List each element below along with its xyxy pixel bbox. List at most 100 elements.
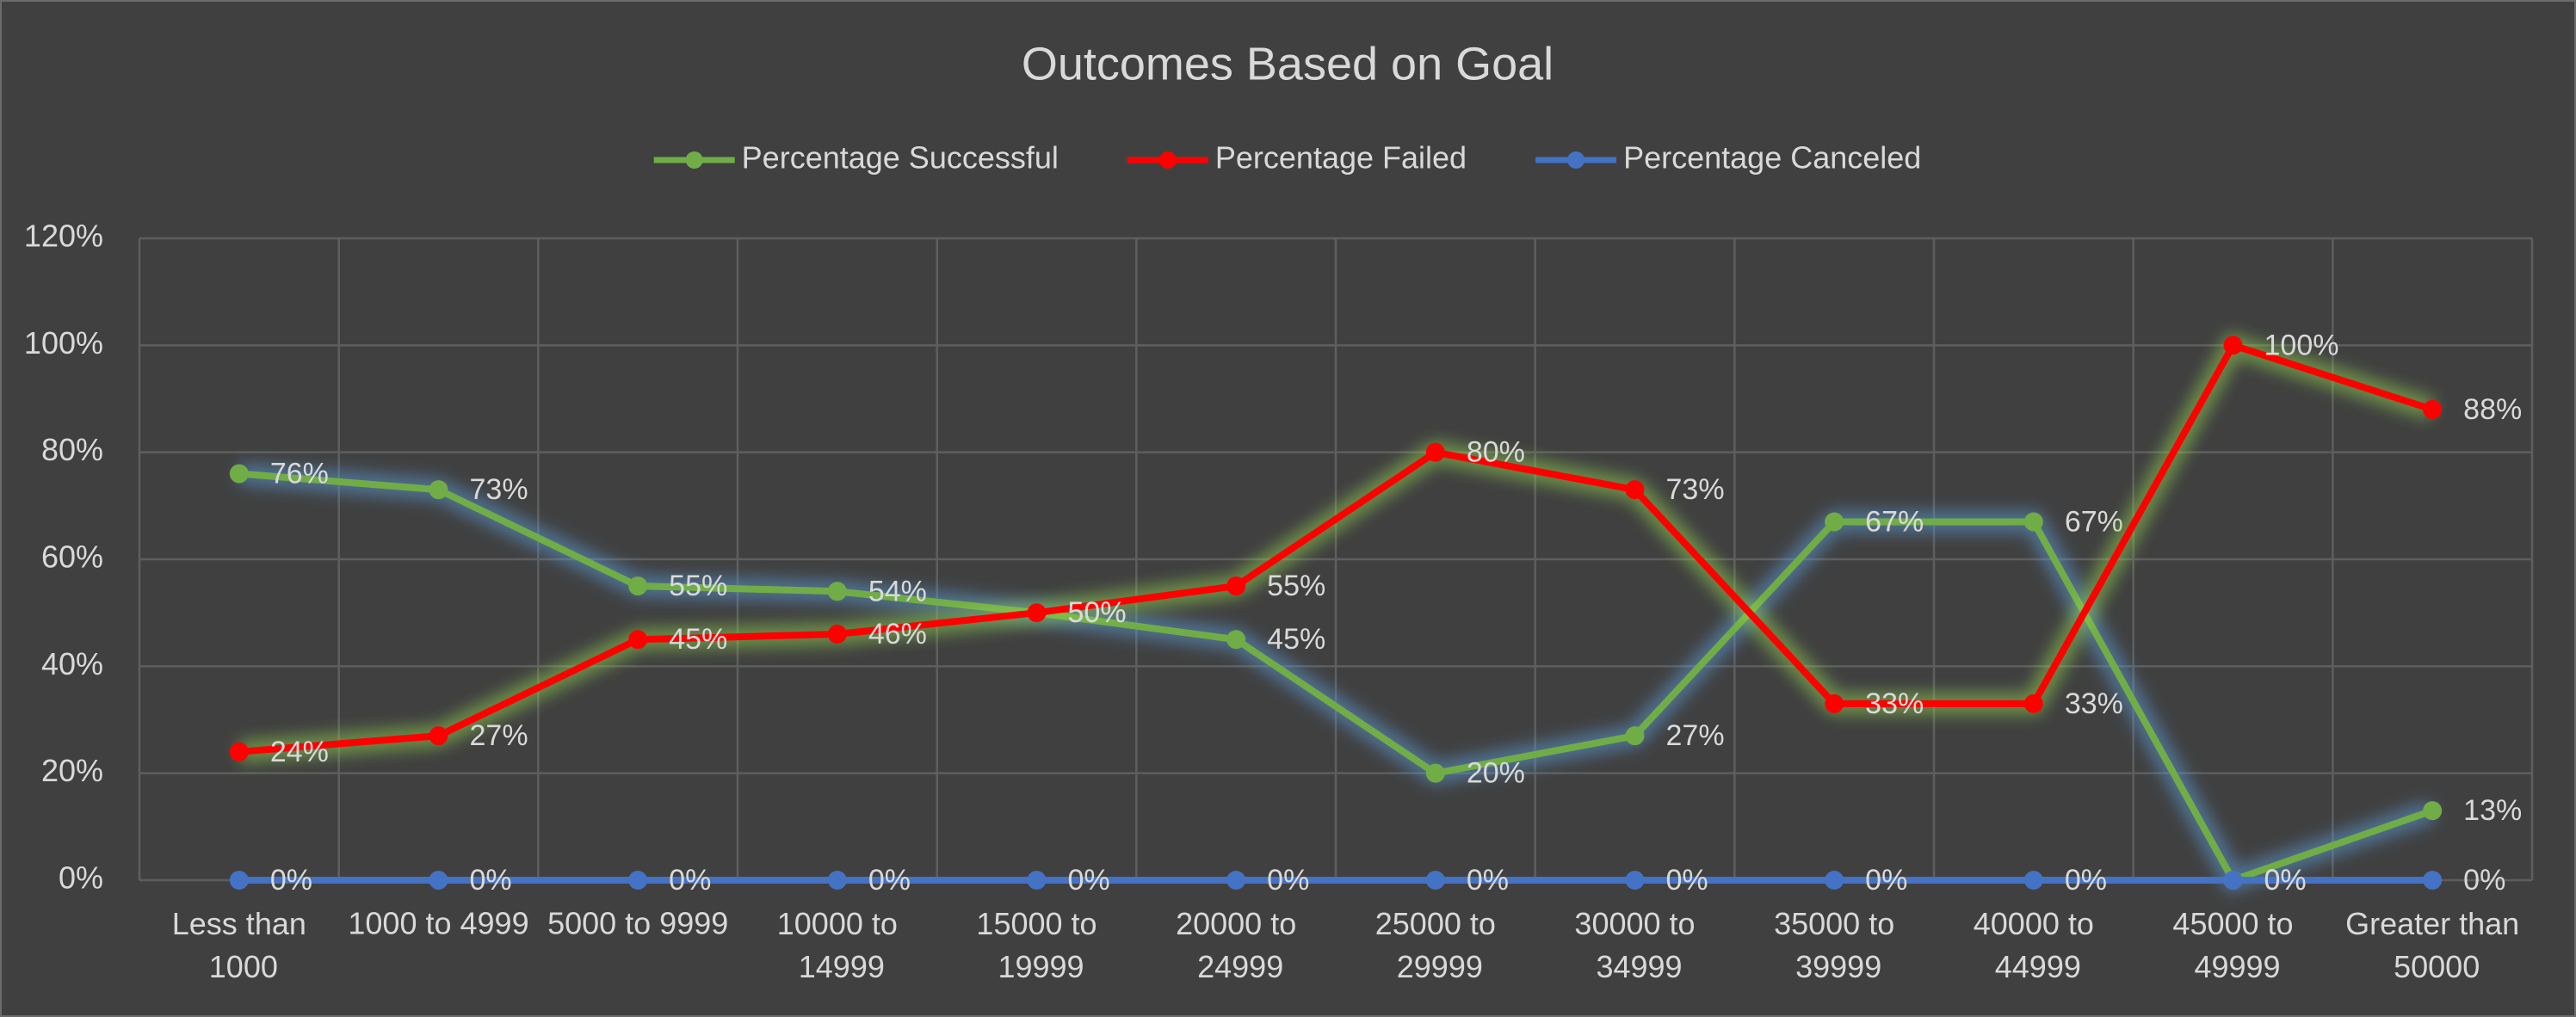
data-label: 76%	[270, 458, 329, 490]
data-point	[429, 726, 448, 746]
data-label: 55%	[669, 570, 727, 602]
legend-label: Percentage Failed	[1215, 140, 1467, 176]
data-label: 67%	[1865, 505, 1924, 538]
data-label: 46%	[868, 618, 927, 650]
legend-marker	[685, 151, 703, 169]
data-label: 27%	[1666, 719, 1725, 752]
y-tick-label: 80%	[41, 432, 103, 467]
data-point	[1226, 576, 1246, 596]
legend-marker	[1567, 151, 1585, 169]
data-label: 73%	[470, 473, 528, 506]
data-point	[2023, 512, 2043, 532]
data-label: 88%	[2463, 393, 2522, 426]
legend-item: Percentage Failed	[1127, 140, 1467, 176]
x-tick-label: 5000 to 9999	[547, 906, 728, 941]
data-point	[827, 582, 847, 601]
y-tick-label: 120%	[24, 219, 103, 254]
data-point	[1625, 871, 1645, 890]
y-tick-label: 100%	[24, 325, 103, 361]
data-label: 33%	[1865, 687, 1924, 720]
x-tick-label: 30000 to 34999	[1574, 906, 1695, 984]
x-tick-label: 20000 to 24999	[1176, 906, 1296, 984]
data-point	[229, 464, 249, 484]
data-label: 20%	[1467, 757, 1525, 790]
data-point	[628, 871, 648, 890]
data-point	[1825, 871, 1844, 890]
x-tick-label: 45000 to 49999	[2172, 906, 2293, 984]
data-label: 45%	[669, 623, 727, 656]
data-point	[429, 480, 448, 500]
y-tick-label: 40%	[41, 646, 103, 681]
data-point	[1625, 726, 1645, 746]
data-label: 0%	[1865, 864, 1907, 897]
series-line	[238, 470, 2434, 884]
data-label: 0%	[470, 864, 512, 897]
x-tick-label: 15000 to 19999	[976, 906, 1096, 984]
legend-marker	[1158, 151, 1177, 169]
x-tick-label: 35000 to 39999	[1774, 906, 1894, 984]
data-label: 0%	[1467, 864, 1509, 897]
chart-title: Outcomes Based on Goal	[1022, 38, 1554, 89]
data-point	[1027, 603, 1047, 623]
data-point	[2423, 399, 2443, 419]
data-label: 0%	[2463, 864, 2505, 897]
x-tick-label: Less than 1000	[172, 906, 306, 984]
data-point	[1425, 871, 1445, 890]
data-label: 33%	[2065, 687, 2123, 720]
x-tick-label: 10000 to 14999	[777, 906, 898, 984]
data-point	[1825, 512, 1844, 532]
data-point	[2423, 801, 2443, 821]
data-point	[1027, 871, 1047, 890]
data-label: 0%	[1068, 864, 1110, 897]
data-point	[1825, 693, 1844, 713]
y-tick-label: 0%	[59, 860, 103, 896]
data-point	[1226, 630, 1246, 650]
data-point	[2223, 871, 2243, 890]
data-point	[2223, 336, 2243, 355]
legend-label: Percentage Successful	[742, 140, 1059, 176]
data-point	[1226, 871, 1246, 890]
data-point	[229, 742, 249, 761]
data-label: 67%	[2065, 505, 2123, 538]
data-label: 0%	[2264, 864, 2307, 897]
data-point	[2023, 871, 2043, 890]
data-label: 13%	[2463, 794, 2522, 827]
data-label: 100%	[2264, 329, 2339, 361]
y-tick-label: 60%	[41, 539, 103, 575]
x-tick-label: Greater than 50000	[2345, 906, 2519, 984]
data-label: 80%	[1467, 436, 1525, 469]
data-label: 45%	[1267, 623, 1325, 656]
x-tick-label: 25000 to 29999	[1375, 906, 1496, 984]
data-label: 0%	[2065, 864, 2107, 897]
data-point	[2423, 871, 2443, 890]
legend-item: Percentage Canceled	[1535, 140, 1921, 176]
series-line	[238, 342, 2434, 755]
data-point	[429, 871, 448, 890]
data-point	[827, 625, 847, 644]
data-point	[1425, 442, 1445, 462]
data-label: 55%	[1267, 570, 1325, 602]
data-label: 0%	[1666, 864, 1708, 897]
x-tick-label: 40000 to 44999	[1974, 906, 2094, 984]
y-tick-label: 20%	[41, 753, 103, 788]
legend-label: Percentage Canceled	[1623, 140, 1921, 176]
data-point	[827, 871, 847, 890]
data-label: 54%	[868, 575, 927, 607]
data-label: 73%	[1666, 473, 1725, 506]
data-label: 0%	[669, 864, 711, 897]
data-point	[2023, 693, 2043, 713]
data-point	[1625, 480, 1645, 500]
data-label: 0%	[270, 864, 312, 897]
x-tick-label: 1000 to 4999	[348, 906, 528, 941]
data-point	[1425, 763, 1445, 783]
data-point	[628, 630, 648, 650]
legend-item: Percentage Successful	[653, 140, 1059, 176]
data-label: 27%	[470, 719, 528, 752]
data-label: 0%	[1267, 864, 1309, 897]
data-point	[229, 871, 249, 890]
data-point	[628, 576, 648, 596]
data-label: 0%	[868, 864, 911, 897]
data-label: 24%	[270, 736, 329, 768]
